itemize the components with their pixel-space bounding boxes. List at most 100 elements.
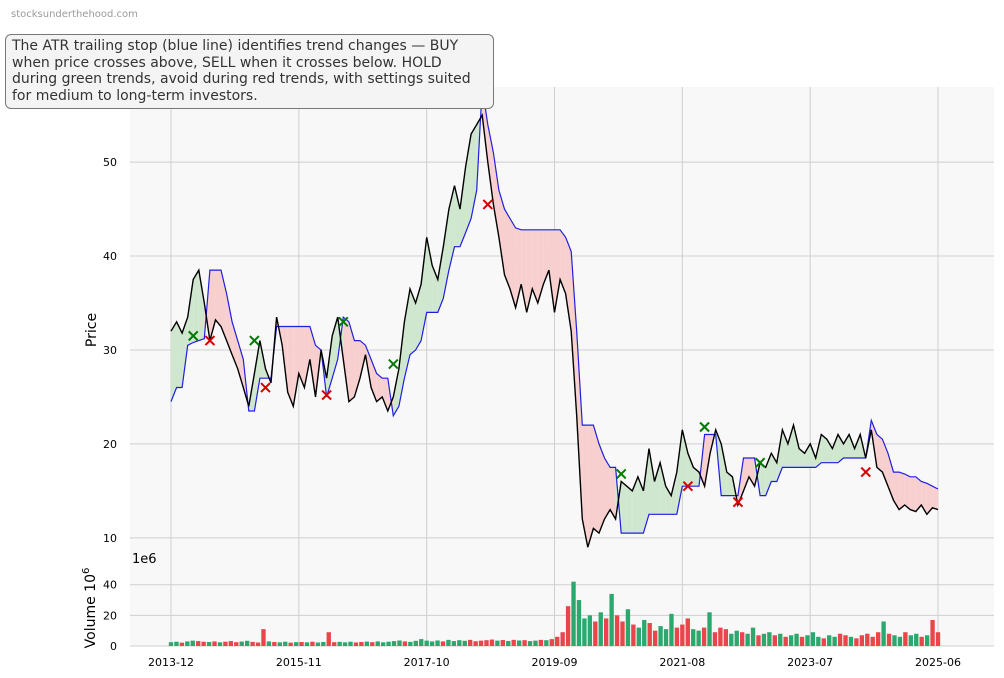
volume-bar bbox=[484, 640, 489, 646]
buy-signal-marker-stroke bbox=[338, 316, 349, 328]
volume-bar bbox=[555, 636, 560, 646]
volume-bar bbox=[729, 633, 734, 646]
volume-bar bbox=[288, 642, 293, 646]
bull-fill bbox=[176, 321, 183, 388]
volume-bar bbox=[348, 641, 353, 646]
x-tick-label: 2017-10 bbox=[404, 656, 450, 669]
bear-fill bbox=[910, 476, 916, 512]
bear-fill bbox=[343, 317, 349, 402]
sell-signal-marker-stroke bbox=[321, 389, 332, 401]
sell-signal-marker-stroke bbox=[732, 496, 744, 508]
volume-bar bbox=[848, 636, 854, 646]
x-tick-label: 2019-09 bbox=[532, 656, 578, 669]
bull-fill bbox=[660, 462, 666, 515]
volume-bars bbox=[168, 581, 941, 646]
volume-bar bbox=[250, 641, 255, 646]
volume-bar bbox=[642, 619, 647, 646]
volume-bar bbox=[342, 642, 348, 646]
volume-bar bbox=[174, 641, 179, 646]
volume-bar bbox=[843, 635, 848, 646]
volume-bar bbox=[364, 641, 370, 646]
volume-bar bbox=[799, 636, 805, 646]
bull-fill bbox=[843, 434, 850, 458]
price-y-tick-label: 30 bbox=[103, 344, 117, 357]
volume-bar bbox=[359, 642, 364, 646]
bear-fill bbox=[749, 457, 755, 487]
volume-bar bbox=[935, 632, 941, 646]
volume-bar bbox=[457, 640, 462, 646]
buy-signal-marker bbox=[699, 421, 710, 433]
bear-fill bbox=[704, 434, 711, 487]
bull-fill bbox=[687, 453, 694, 487]
volume-bar bbox=[701, 627, 707, 646]
volume-bar bbox=[598, 612, 603, 646]
bear-fill bbox=[237, 340, 244, 388]
volume-bar bbox=[462, 640, 467, 646]
volume-bar bbox=[440, 641, 446, 646]
volume-bar bbox=[212, 641, 217, 646]
volume-bar bbox=[897, 636, 903, 646]
buy-signal-marker bbox=[615, 468, 627, 480]
bear-fill bbox=[560, 229, 566, 294]
bull-fill bbox=[849, 434, 855, 458]
volume-bar bbox=[451, 641, 457, 646]
bear-fill bbox=[932, 486, 938, 510]
sell-signal-marker-stroke bbox=[204, 335, 216, 346]
bull-fill bbox=[626, 486, 633, 534]
volume-bar bbox=[299, 642, 304, 646]
volume-bar bbox=[816, 636, 821, 646]
sell-signal-marker bbox=[260, 382, 271, 393]
volume-bar bbox=[560, 632, 565, 646]
volume-bar bbox=[805, 635, 810, 646]
watermark: stocksunderthehood.com bbox=[11, 9, 138, 20]
volume-bar bbox=[500, 640, 505, 646]
sell-signal-marker bbox=[321, 389, 332, 401]
bear-fill bbox=[382, 378, 388, 412]
bear-fill bbox=[604, 457, 611, 520]
bull-fill bbox=[421, 237, 427, 341]
bear-fill bbox=[582, 425, 588, 548]
volume-bar bbox=[489, 639, 495, 646]
volume-bar bbox=[419, 639, 424, 646]
bull-fill bbox=[648, 448, 655, 515]
buy-signal-marker-stroke bbox=[249, 335, 260, 346]
volume-bar bbox=[604, 618, 609, 646]
bear-fill bbox=[876, 434, 883, 473]
bull-fill bbox=[187, 279, 194, 346]
buy-signal-marker bbox=[388, 358, 399, 370]
bear-fill bbox=[359, 340, 366, 379]
volume-bar bbox=[924, 635, 930, 646]
volume-axis-label-text: Volume 10 bbox=[83, 574, 99, 648]
volume-bar bbox=[636, 627, 641, 646]
volume-bar bbox=[854, 638, 859, 646]
bull-fill bbox=[821, 434, 827, 463]
annotation-box: The ATR trailing stop (blue line) identi… bbox=[5, 34, 494, 109]
volume-bar bbox=[408, 641, 413, 646]
volume-bar bbox=[892, 635, 897, 646]
volume-bar bbox=[739, 632, 745, 646]
bull-fill bbox=[448, 185, 455, 271]
volume-bar bbox=[304, 642, 310, 646]
volume-bar bbox=[674, 627, 680, 646]
bear-fill bbox=[293, 326, 299, 407]
volume-bar bbox=[326, 632, 331, 646]
volume-bar bbox=[244, 640, 250, 646]
bear-fill bbox=[593, 425, 599, 534]
volume-bar bbox=[614, 615, 620, 646]
bear-fill bbox=[554, 229, 561, 313]
volume-bar bbox=[228, 641, 234, 646]
price-y-tick-label: 10 bbox=[103, 532, 117, 545]
volume-bar bbox=[881, 621, 886, 646]
volume-bar bbox=[767, 632, 772, 646]
volume-bar bbox=[321, 642, 326, 646]
bear-fill bbox=[287, 326, 294, 407]
volume-y-tick-label: 40 bbox=[103, 579, 117, 592]
volume-bar bbox=[337, 641, 342, 646]
volume-bar bbox=[315, 642, 321, 646]
bear-fill bbox=[526, 229, 533, 313]
volume-bar bbox=[168, 642, 174, 646]
bear-fill bbox=[537, 229, 544, 304]
bear-fill bbox=[376, 373, 383, 402]
price-y-tick-label: 50 bbox=[103, 156, 117, 169]
volume-bar bbox=[919, 636, 924, 646]
